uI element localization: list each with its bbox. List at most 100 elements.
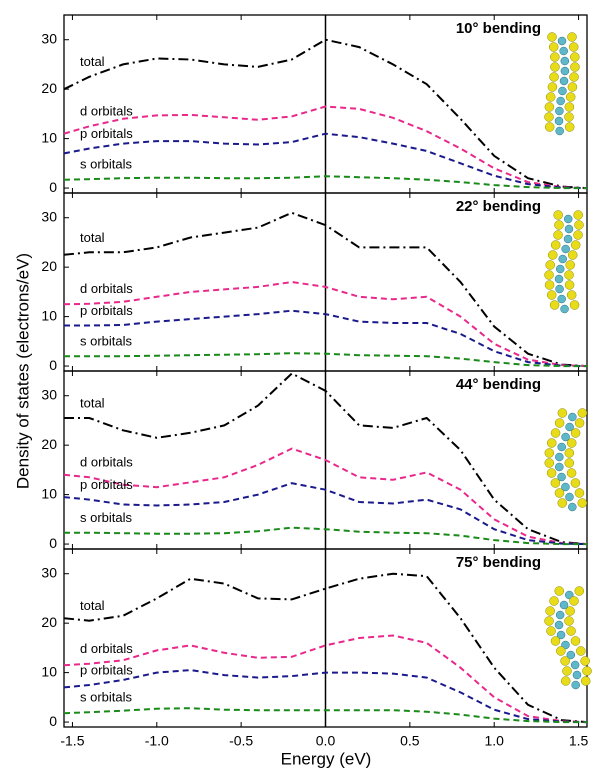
figure: Density of states (electrons/eV) Energy … <box>0 0 603 773</box>
y-tick-label: 10 <box>41 129 57 145</box>
atom <box>555 117 563 125</box>
series-label: s orbitals <box>80 690 133 705</box>
y-tick-label: 30 <box>41 564 57 580</box>
atom <box>555 621 563 629</box>
series-label: p orbitals <box>80 303 133 318</box>
atom <box>581 677 590 686</box>
series-label: p orbitals <box>80 662 133 677</box>
atom <box>568 413 576 421</box>
y-tick-label: 0 <box>49 179 57 195</box>
atom <box>551 637 560 646</box>
atom <box>558 443 566 451</box>
atom <box>558 499 567 508</box>
atom <box>545 617 554 626</box>
atom <box>550 63 559 72</box>
y-tick-label: 30 <box>41 208 57 224</box>
atom <box>548 251 557 260</box>
atom <box>565 493 573 501</box>
atom <box>568 83 577 92</box>
atom <box>564 215 572 223</box>
x-tick-label: 0.5 <box>400 733 420 749</box>
atom <box>545 113 554 122</box>
atom <box>550 53 559 62</box>
atom <box>566 607 575 616</box>
atom <box>570 53 579 62</box>
panel-title: 44° bending <box>456 376 541 393</box>
atom <box>570 597 579 606</box>
x-tick-label: 1.5 <box>569 733 589 749</box>
atom <box>554 231 563 240</box>
atom <box>567 439 576 448</box>
atom <box>547 439 556 448</box>
atom <box>545 123 554 132</box>
atom <box>565 113 574 122</box>
atom <box>565 459 574 468</box>
atom <box>578 409 587 418</box>
atom <box>565 225 573 233</box>
atom <box>550 597 559 606</box>
atom <box>570 63 579 72</box>
atom <box>545 103 554 112</box>
atom <box>570 73 579 82</box>
y-tick-label: 10 <box>41 307 57 323</box>
atom <box>576 647 585 656</box>
atom <box>545 271 554 280</box>
x-tick-label: -1.5 <box>60 733 84 749</box>
series-label: total <box>80 395 105 410</box>
atom <box>558 37 566 45</box>
atom <box>575 587 584 596</box>
atom <box>572 681 580 689</box>
atom <box>568 33 577 42</box>
atom <box>567 291 576 300</box>
atom <box>556 285 564 293</box>
atom <box>557 97 565 105</box>
atom <box>573 671 581 679</box>
atom <box>550 73 559 82</box>
atom <box>575 419 584 428</box>
atom <box>548 83 557 92</box>
series-label: total <box>80 598 105 613</box>
atom <box>567 627 576 636</box>
x-tick-label: -1.0 <box>145 733 169 749</box>
atom <box>561 57 569 65</box>
atom <box>561 677 570 686</box>
atom <box>554 221 563 230</box>
atom <box>556 265 564 273</box>
y-axis-label: Density of states (electrons/eV) <box>13 253 32 489</box>
atom <box>545 449 554 458</box>
series-label: d orbitals <box>80 641 133 656</box>
atom <box>545 281 554 290</box>
atom <box>567 469 576 478</box>
atom <box>575 489 584 498</box>
atom <box>549 43 558 52</box>
atom <box>566 261 575 270</box>
x-axis-label: Energy (eV) <box>281 749 372 768</box>
atom <box>551 241 560 250</box>
atom <box>545 459 554 468</box>
atom <box>555 463 563 471</box>
y-tick-label: 10 <box>41 663 57 679</box>
atom <box>561 657 570 666</box>
atom <box>574 211 583 220</box>
atom <box>551 479 560 488</box>
x-tick-label: 0.0 <box>316 733 336 749</box>
atom <box>550 301 559 310</box>
atom <box>581 657 590 666</box>
y-tick-label: 30 <box>41 30 57 46</box>
atom <box>565 123 574 132</box>
atom <box>565 103 574 112</box>
atom <box>565 449 574 458</box>
atom <box>559 255 567 263</box>
atom <box>561 305 569 313</box>
y-tick-label: 0 <box>49 357 57 373</box>
series-label: s orbitals <box>80 157 133 172</box>
atom <box>546 261 555 270</box>
y-tick-label: 20 <box>41 614 57 630</box>
y-tick-label: 10 <box>41 485 57 501</box>
atom <box>555 419 564 428</box>
x-tick-label: -0.5 <box>229 733 253 749</box>
atom <box>558 295 566 303</box>
atom <box>551 429 560 438</box>
atom <box>546 607 555 616</box>
atom <box>566 93 575 102</box>
